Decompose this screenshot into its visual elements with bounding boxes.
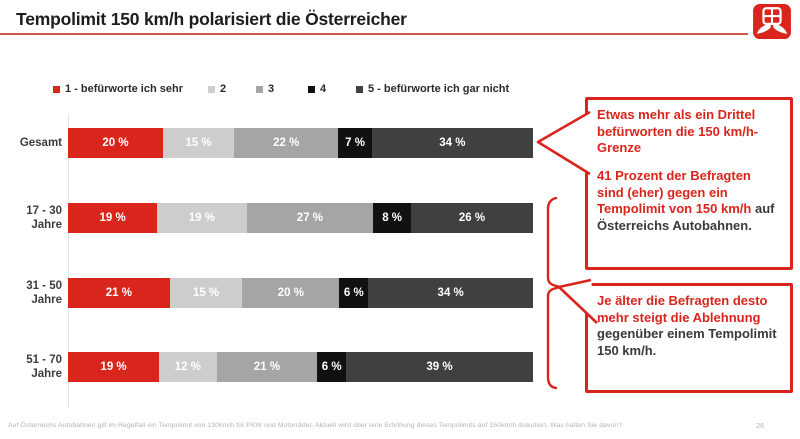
callout-paragraph: Je älter die Befragten desto mehr steigt… <box>597 293 781 360</box>
bar-segment: 8 % <box>373 203 411 233</box>
callout-text: Etwas mehr als ein Drittel befürworten d… <box>597 107 759 156</box>
bar-segment: 22 % <box>234 128 339 158</box>
bar-segment: 15 % <box>162 128 235 158</box>
bar-segment: 26 % <box>410 203 534 233</box>
callout-text: 41 Prozent der Befragten sind (eher) geg… <box>597 167 755 217</box>
category-label: 31 - 50 Jahre <box>26 279 62 306</box>
callout1-tail <box>538 112 590 174</box>
footnote: Auf Österreichs Autobahnen gilt im Regel… <box>8 422 623 429</box>
page-number: 26 <box>756 421 765 430</box>
callout-box-age-trend: Je älter die Befragten desto mehr steigt… <box>585 283 793 393</box>
bar-segment: 34 % <box>368 278 533 308</box>
bar-segment: 6 % <box>317 352 347 382</box>
legend-item: 4 <box>308 83 326 95</box>
legend-item: 1 - befürworte ich sehr <box>53 83 183 95</box>
chart-row: 31 - 50 Jahre 21 % 15 % 20 % 6 % 34 % <box>0 278 533 308</box>
chart-row: 17 - 30 Jahre 19 % 19 % 27 % 8 % 26 % <box>0 203 534 233</box>
legend-swatch-icon <box>256 85 263 93</box>
bar-segment: 19 % <box>157 203 247 233</box>
legend-label: 4 <box>320 83 327 95</box>
title-divider <box>0 33 748 35</box>
legend-item: 2 <box>208 83 226 95</box>
chart-row: 51 - 70 Jahre 19 % 12 % 21 % 6 % 39 % <box>0 352 533 382</box>
page-title: Tempolimit 150 km/h polarisiert die Öste… <box>16 9 407 29</box>
bar-segment: 21 % <box>216 352 318 382</box>
callout-text: Je älter die Befragten desto mehr steigt… <box>597 293 768 325</box>
bar-segment: 21 % <box>68 278 170 308</box>
category-label: 51 - 70 Jahre <box>26 353 62 380</box>
bar-segment: 19 % <box>68 352 160 382</box>
bar-segment: 39 % <box>346 352 533 382</box>
bar-segment: 12 % <box>159 352 217 382</box>
stacked-bar: 20 % 15 % 22 % 7 % 34 % <box>68 128 533 158</box>
callout1-tail-stroke <box>536 110 591 176</box>
bar-segment: 15 % <box>169 278 243 308</box>
brand-logo-icon <box>753 4 791 40</box>
legend-item: 3 <box>256 83 274 95</box>
stacked-bar: 19 % 12 % 21 % 6 % 39 % <box>68 352 533 382</box>
legend-swatch-icon <box>208 85 215 93</box>
legend-swatch-icon <box>356 85 363 93</box>
chart-row: Gesamt 20 % 15 % 22 % 7 % 34 % <box>0 128 533 158</box>
legend-label: 3 <box>268 83 275 95</box>
legend-label: 2 <box>220 83 227 95</box>
callout-paragraph: Etwas mehr als ein Drittel befürworten d… <box>597 107 781 157</box>
callout-text: gegenüber einem Tempolimit 150 km/h. <box>597 326 777 358</box>
stacked-bar: 19 % 19 % 27 % 8 % 26 % <box>68 203 534 233</box>
bar-segment: 20 % <box>68 128 163 158</box>
bar-segment: 7 % <box>338 128 372 158</box>
category-label: Gesamt <box>19 136 62 149</box>
bar-segment: 27 % <box>246 203 374 233</box>
legend-label: 5 - befürworte ich gar nicht <box>368 83 510 95</box>
stacked-bar-chart: Gesamt 20 % 15 % 22 % 7 % 34 % 17 - 30 Jahre 19… <box>0 112 545 410</box>
legend-swatch-icon <box>308 85 315 93</box>
stacked-bar: 21 % 15 % 20 % 6 % 34 % <box>68 278 533 308</box>
callout-paragraph: 41 Prozent der Befragten sind (eher) geg… <box>597 168 781 235</box>
legend-label: 1 - befürworte ich sehr <box>65 83 183 95</box>
age-group-bracket <box>546 196 565 390</box>
legend-swatch-icon <box>53 85 60 93</box>
bar-segment: 6 % <box>339 278 369 308</box>
bar-segment: 20 % <box>242 278 340 308</box>
axis-baseline <box>68 114 69 408</box>
legend-item: 5 - befürworte ich gar nicht <box>356 83 509 95</box>
bar-segment: 19 % <box>68 203 158 233</box>
callout-text: auf Österreichs Autobahnen. <box>597 201 775 233</box>
category-label: 17 - 30 Jahre <box>26 204 62 231</box>
bar-segment: 34 % <box>371 128 533 158</box>
chart-legend: 1 - befürworte ich sehr 2 3 4 5 - befürworte… <box>53 83 553 97</box>
callout-box-gesamt: Etwas mehr als ein Drittel befürworten d… <box>585 97 793 270</box>
